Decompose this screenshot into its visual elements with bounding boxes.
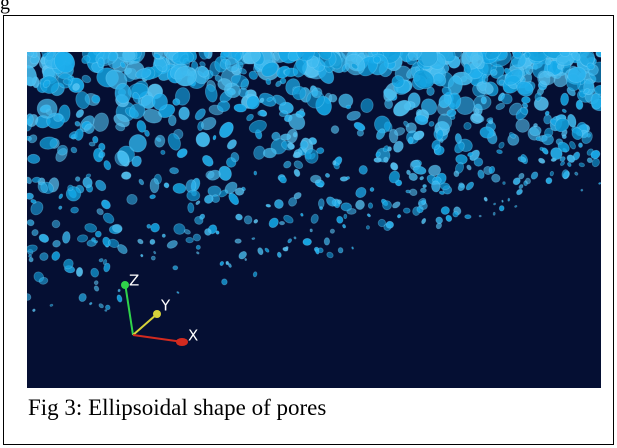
pore bbox=[346, 105, 351, 109]
pore bbox=[491, 69, 498, 75]
pore bbox=[422, 184, 426, 188]
pore bbox=[408, 136, 414, 144]
pore bbox=[386, 221, 394, 228]
pore bbox=[578, 143, 582, 148]
pore bbox=[562, 135, 567, 139]
pore bbox=[221, 278, 228, 285]
pore bbox=[366, 226, 369, 230]
pore bbox=[502, 200, 504, 202]
pore bbox=[383, 157, 388, 163]
pore bbox=[173, 266, 178, 270]
pore bbox=[493, 212, 495, 215]
pore bbox=[503, 182, 506, 185]
pore bbox=[406, 190, 411, 194]
pore bbox=[536, 136, 541, 141]
y-axis-tip bbox=[153, 310, 161, 318]
pore bbox=[481, 97, 487, 105]
x-axis-tip bbox=[176, 338, 188, 346]
pore bbox=[310, 229, 313, 232]
pore bbox=[373, 56, 381, 64]
pore bbox=[172, 98, 180, 106]
pore bbox=[254, 171, 257, 175]
z-axis-tip bbox=[121, 281, 129, 289]
pore bbox=[508, 198, 510, 201]
pore bbox=[279, 221, 284, 224]
pore bbox=[499, 205, 505, 211]
pore bbox=[389, 129, 398, 143]
pore bbox=[403, 208, 410, 214]
pore bbox=[70, 207, 78, 214]
pore bbox=[150, 178, 159, 192]
pore bbox=[521, 97, 530, 104]
pore bbox=[338, 247, 344, 253]
pore bbox=[368, 203, 373, 209]
pore bbox=[76, 267, 83, 277]
z-label: Z bbox=[129, 272, 139, 290]
pore bbox=[310, 175, 321, 183]
y-label: Y bbox=[160, 297, 171, 315]
pore bbox=[421, 188, 427, 193]
pore bbox=[479, 215, 481, 217]
pore bbox=[285, 246, 288, 249]
pore bbox=[187, 190, 200, 201]
pore bbox=[187, 203, 194, 213]
pore bbox=[252, 237, 255, 239]
pore bbox=[149, 194, 155, 199]
pore bbox=[52, 220, 60, 228]
pore bbox=[186, 237, 194, 243]
pore bbox=[99, 151, 105, 157]
pore bbox=[344, 214, 347, 219]
pore bbox=[27, 114, 34, 126]
pore bbox=[27, 193, 34, 200]
pore bbox=[482, 74, 488, 83]
cropped-text: g bbox=[0, 0, 10, 15]
pore bbox=[151, 256, 156, 261]
pore bbox=[98, 58, 104, 68]
page: {"figure": {"fragment": "g", "axes": {"z… bbox=[0, 0, 617, 448]
pore bbox=[580, 189, 583, 192]
pore bbox=[89, 142, 95, 147]
pore bbox=[121, 172, 131, 180]
pore bbox=[168, 115, 176, 125]
pore bbox=[118, 289, 121, 292]
pore bbox=[53, 114, 62, 122]
pore bbox=[179, 107, 190, 120]
pore bbox=[152, 93, 168, 111]
pore bbox=[303, 238, 312, 245]
pore bbox=[525, 178, 531, 185]
pore-render: Z Y X bbox=[27, 52, 601, 388]
pore bbox=[341, 203, 352, 212]
pore bbox=[169, 167, 179, 174]
pore bbox=[374, 158, 381, 163]
pore bbox=[245, 258, 247, 261]
pore bbox=[258, 110, 267, 116]
pore bbox=[162, 234, 165, 237]
pore bbox=[235, 239, 241, 243]
pore bbox=[324, 238, 330, 246]
pore bbox=[318, 199, 324, 209]
x-label: X bbox=[188, 327, 198, 345]
figure-caption: Fig 3: Ellipsoidal shape of pores bbox=[28, 395, 326, 421]
pore bbox=[351, 247, 353, 250]
pore bbox=[359, 165, 368, 175]
pore bbox=[465, 215, 471, 219]
pore bbox=[244, 216, 252, 224]
pore bbox=[346, 176, 350, 179]
pore bbox=[226, 261, 229, 265]
pore bbox=[332, 160, 336, 165]
pore bbox=[513, 52, 522, 58]
